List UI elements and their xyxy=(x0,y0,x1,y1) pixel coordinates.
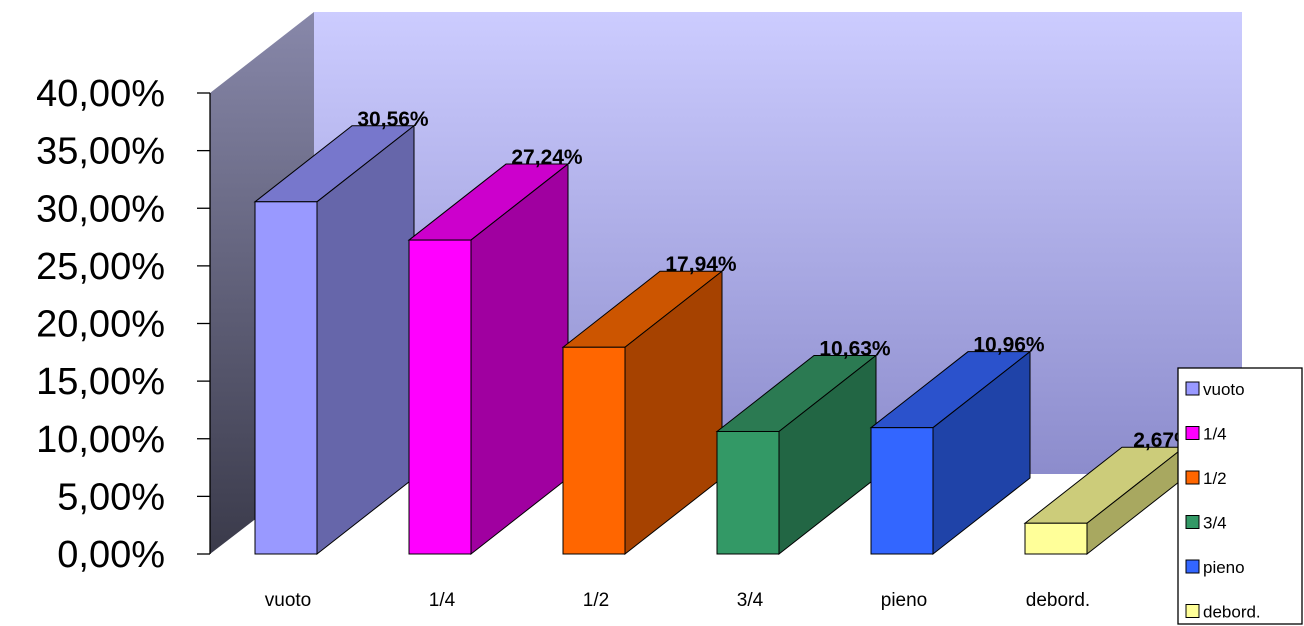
y-tick-label: 30,00% xyxy=(36,188,165,230)
data-label: 30,56% xyxy=(357,108,429,131)
y-tick-label: 35,00% xyxy=(36,131,165,173)
legend-item: 1/4 xyxy=(1185,425,1227,444)
bar-debord. xyxy=(1023,446,1186,556)
bar-pieno xyxy=(869,350,1032,556)
y-tick-label: 15,00% xyxy=(36,361,165,403)
legend-item: 3/4 xyxy=(1185,514,1227,533)
x-tick-label: debord. xyxy=(1026,590,1090,611)
legend-label: 1/2 xyxy=(1203,469,1227,488)
legend-swatch xyxy=(1185,559,1200,574)
bar-1/2 xyxy=(561,270,724,556)
x-tick-label: 1/4 xyxy=(429,590,456,611)
bar-front-face xyxy=(408,239,472,555)
bar-1/4 xyxy=(407,163,570,556)
data-label: 10,63% xyxy=(819,337,891,360)
bar-front-face xyxy=(562,346,626,555)
legend-label: 1/4 xyxy=(1203,425,1227,444)
data-label: 27,24% xyxy=(511,146,583,169)
y-tick-labels: 0,00% 5,00% 10,00% 15,00% 20,00% 25,00% 30,00%… xyxy=(36,73,210,576)
legend-swatch xyxy=(1185,470,1200,485)
bar-front-face xyxy=(716,430,780,555)
legend-label: debord. xyxy=(1203,603,1261,622)
bar-front-face xyxy=(870,427,934,555)
x-tick-label: 1/2 xyxy=(583,590,609,611)
legend-box xyxy=(1177,367,1303,625)
legend-item: pieno xyxy=(1185,558,1245,577)
legend-item: debord. xyxy=(1185,603,1261,622)
y-tick-label: 40,00% xyxy=(36,73,165,115)
bar-3/4 xyxy=(715,354,878,556)
y-tick-label: 5,00% xyxy=(57,476,165,518)
bar-vuoto xyxy=(253,124,416,556)
bar-front-face xyxy=(1024,522,1088,555)
x-tick-label: vuoto xyxy=(265,590,311,611)
x-tick-label: 3/4 xyxy=(737,590,764,611)
legend-swatch xyxy=(1185,426,1200,440)
x-tick-label: pieno xyxy=(881,590,928,611)
legend-label: vuoto xyxy=(1203,380,1245,399)
bars xyxy=(253,124,1186,556)
y-tick-label: 20,00% xyxy=(36,304,165,346)
data-label: 17,94% xyxy=(665,253,737,276)
x-tick-labels: vuoto 1/4 1/2 3/4 pieno debord. xyxy=(265,590,1090,611)
y-tick-label: 25,00% xyxy=(36,246,165,288)
legend-item: 1/2 xyxy=(1185,469,1227,488)
legend-swatch xyxy=(1185,515,1200,529)
bar-side-face xyxy=(316,124,415,556)
legend-label: 3/4 xyxy=(1203,514,1227,533)
y-tick-label: 10,00% xyxy=(36,419,165,461)
y-tick-label: 0,00% xyxy=(57,534,165,576)
legend: vuoto 1/4 1/2 3/4 pieno debord. xyxy=(1177,367,1303,625)
legend-swatch xyxy=(1185,604,1200,618)
bar-front-face xyxy=(254,201,318,555)
legend-label: pieno xyxy=(1203,558,1245,577)
legend-item: vuoto xyxy=(1185,380,1245,399)
data-label: 10,96% xyxy=(973,334,1045,357)
legend-swatch xyxy=(1185,381,1200,396)
